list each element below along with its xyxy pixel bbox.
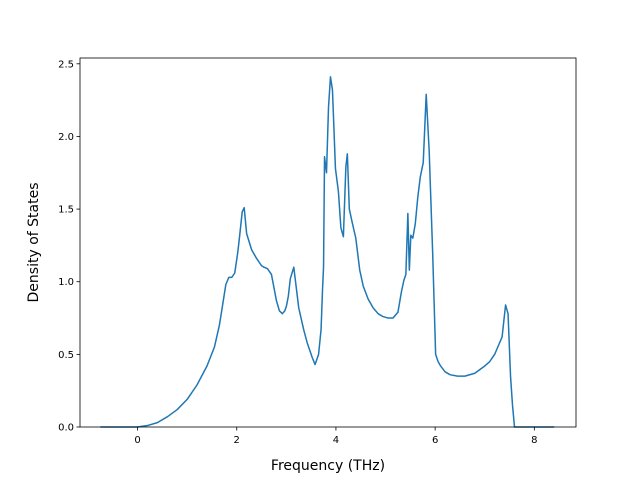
- axes-frame: [79, 57, 577, 428]
- y-tick-label: 2.0: [58, 132, 74, 143]
- x-axis-label: Frequency (THz): [271, 458, 385, 474]
- y-tick-label: 1.5: [58, 205, 74, 216]
- y-tick-label: 1.0: [58, 277, 74, 288]
- y-axis: 0.0 0.5 1.0 1.5 2.0 2.5: [58, 59, 80, 434]
- x-axis: 0 2 4 6 8: [134, 427, 538, 446]
- x-tick-label: 6: [432, 435, 438, 446]
- y-tick-label: 0.5: [58, 350, 74, 361]
- y-axis-label: Density of States: [26, 183, 42, 303]
- y-tick-label: 2.5: [58, 59, 74, 70]
- plot-area: [100, 76, 555, 428]
- x-tick-label: 8: [531, 435, 537, 446]
- y-tick-label: 0.0: [58, 423, 74, 434]
- dos-series-line: [100, 76, 555, 428]
- x-tick-label: 0: [134, 435, 140, 446]
- x-tick-label: 4: [333, 435, 339, 446]
- x-tick-label: 2: [234, 435, 240, 446]
